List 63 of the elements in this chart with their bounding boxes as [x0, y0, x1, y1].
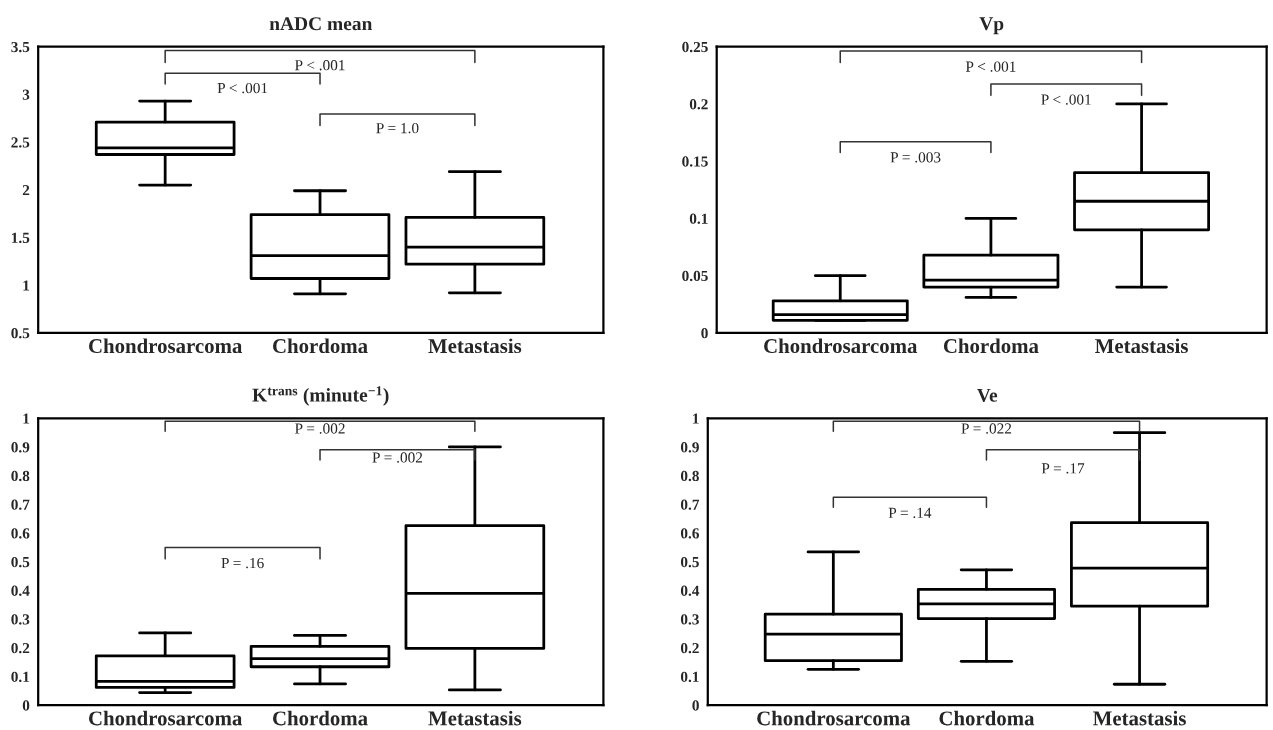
annotation: P = .14	[888, 507, 932, 519]
annotation: P = .002	[295, 423, 345, 434]
y-tick-label: 0.8	[680, 470, 699, 482]
x-tick-label: Chordoma	[943, 338, 1039, 354]
y-tick-label: 0.2	[689, 99, 708, 110]
y-tick-label: 0	[692, 700, 699, 711]
annotation: P < .001	[217, 82, 268, 94]
y-tick-label: 0.1	[689, 213, 708, 224]
chart-title: Ve	[976, 388, 998, 402]
y-tick-label: 3.5	[11, 41, 30, 53]
y-tick-label: 1	[23, 413, 30, 424]
y-tick-label: 0.7	[680, 499, 700, 510]
annotation: P = .16	[221, 557, 264, 569]
x-tick-label: Chordoma	[939, 710, 1035, 726]
annotation: P = .003	[890, 152, 941, 163]
y-tick-label: 0.6	[11, 528, 30, 539]
y-tick-label: 0.5	[11, 328, 30, 339]
y-tick-label: 0.3	[680, 614, 699, 625]
y-tick-label: 0.2	[11, 642, 30, 654]
annotation: P = .022	[961, 423, 1012, 434]
y-tick-label: 1.5	[11, 232, 30, 244]
y-tick-label: 0.1	[680, 671, 699, 683]
annotation: P < .001	[295, 60, 345, 71]
y-tick-label: 0.4	[680, 585, 700, 596]
x-tick-label: Metastasis	[1093, 710, 1186, 726]
y-tick-label: 0	[701, 328, 708, 339]
x-tick-label: Metastasis	[428, 710, 522, 726]
y-tick-label: 0.7	[11, 499, 30, 510]
y-tick-label: 0.05	[682, 270, 708, 282]
chart-title: K$^{trans}$ (minute$^{−1}$)	[252, 386, 389, 406]
y-tick-label: 3	[22, 89, 30, 100]
x-tick-label: Chondrosarcoma	[89, 338, 243, 354]
annotation: P < .001	[965, 61, 1016, 72]
y-tick-label: 0.3	[11, 614, 30, 625]
x-tick-label: Chordoma	[273, 710, 368, 726]
y-tick-label: 1	[693, 413, 699, 424]
y-tick-label: 0.6	[680, 528, 700, 539]
annotation: P < .001	[1041, 94, 1091, 105]
y-tick-label: 1	[23, 280, 30, 291]
x-tick-label: Metastasis	[1095, 338, 1188, 354]
x-tick-label: Chondrosarcoma	[764, 338, 918, 354]
chart-title: Vp	[979, 17, 1004, 35]
y-tick-label: 2.5	[11, 137, 30, 148]
y-tick-label: 0.4	[11, 585, 30, 596]
y-tick-label: 0.9	[11, 442, 30, 453]
chart-title: nADC mean	[269, 17, 373, 31]
annotation: P = 1.0	[376, 122, 419, 134]
x-tick-label: Chordoma	[273, 338, 368, 354]
x-tick-label: Chondrosarcoma	[757, 710, 911, 726]
y-tick-label: 0.15	[682, 156, 708, 167]
y-tick-label: 2	[22, 184, 30, 196]
x-tick-label: Metastasis	[428, 338, 522, 354]
y-tick-label: 0	[22, 700, 30, 711]
x-tick-label: Chondrosarcoma	[89, 710, 243, 726]
annotation: P = .17	[1041, 463, 1085, 474]
y-tick-label: 0.25	[682, 41, 708, 53]
y-tick-label: 0.9	[680, 442, 699, 453]
annotation: P = .002	[372, 452, 423, 463]
y-tick-label: 0.8	[11, 470, 30, 482]
y-tick-label: 0.1	[11, 671, 30, 683]
y-tick-label: 0.5	[11, 556, 30, 568]
y-tick-label: 0.5	[680, 556, 699, 568]
y-tick-label: 0.2	[680, 642, 699, 654]
